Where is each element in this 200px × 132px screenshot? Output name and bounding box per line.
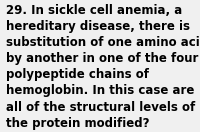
Text: the protein modified?: the protein modified? (6, 117, 150, 130)
Text: substitution of one amino acid: substitution of one amino acid (6, 36, 200, 49)
Text: all of the structural levels of: all of the structural levels of (6, 101, 195, 114)
Text: hereditary disease, there is: hereditary disease, there is (6, 20, 190, 33)
Text: 29. In sickle cell anemia, a: 29. In sickle cell anemia, a (6, 4, 182, 17)
Text: by another in one of the four: by another in one of the four (6, 52, 198, 65)
Text: hemoglobin. In this case are: hemoglobin. In this case are (6, 84, 194, 97)
Text: polypeptide chains of: polypeptide chains of (6, 68, 149, 81)
